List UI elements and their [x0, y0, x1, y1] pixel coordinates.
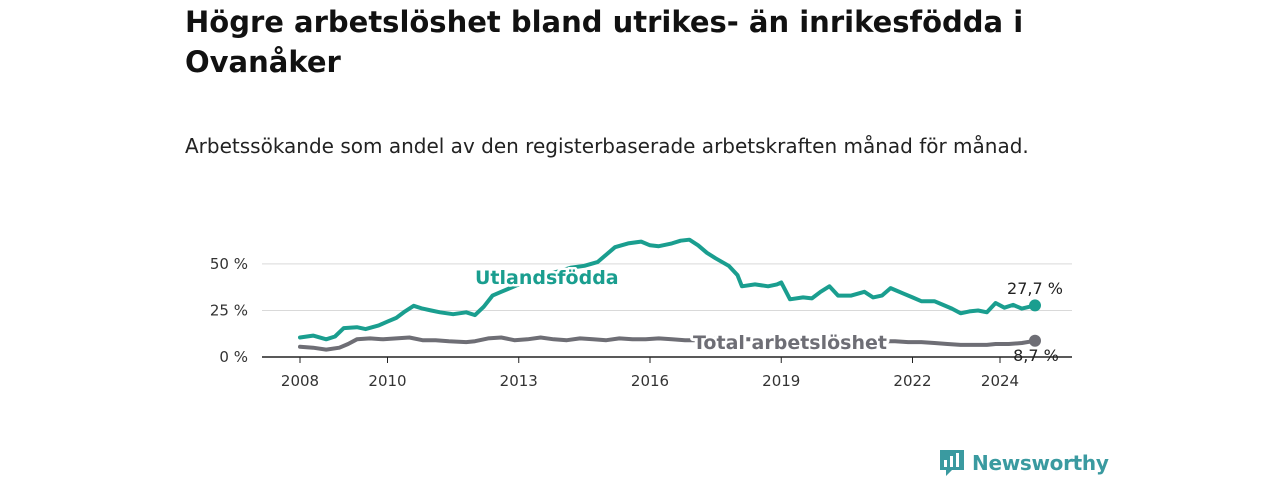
x-tick-label: 2010 — [368, 372, 406, 390]
end-point-marker — [1029, 334, 1041, 347]
chart-subtitle: Arbetssökande som andel av den registerb… — [185, 134, 1029, 158]
chart-title: Högre arbetslöshet bland utrikes- än inr… — [185, 5, 1024, 79]
brand-name: Newsworthy — [972, 451, 1109, 475]
x-tick-label: 2008 — [281, 372, 319, 390]
x-tick-label: 2024 — [981, 372, 1019, 390]
series-label-total: Total arbetslöshet — [693, 332, 887, 354]
end-value-label-utlandsfodda: 27,7 % — [1007, 279, 1063, 298]
brand-logo: Newsworthy — [938, 448, 1109, 478]
series-line-total — [298, 335, 1037, 352]
x-tick-label: 2022 — [893, 372, 931, 390]
y-tick-label: 25 % — [210, 301, 248, 319]
bar-chart-logo-icon — [940, 450, 964, 476]
end-value-label-total: 8,7 % — [1013, 346, 1059, 365]
x-tick-label: 2019 — [762, 372, 800, 390]
y-tick-label: 0 % — [219, 348, 248, 366]
y-tick-label: 50 % — [210, 255, 248, 273]
x-tick-label: 2016 — [631, 372, 669, 390]
series-line-utlandsfodda — [298, 237, 1037, 342]
end-point-marker — [1029, 299, 1041, 312]
series-label-utlandsfodda: Utlandsfödda — [475, 267, 619, 289]
x-tick-label: 2013 — [500, 372, 538, 390]
